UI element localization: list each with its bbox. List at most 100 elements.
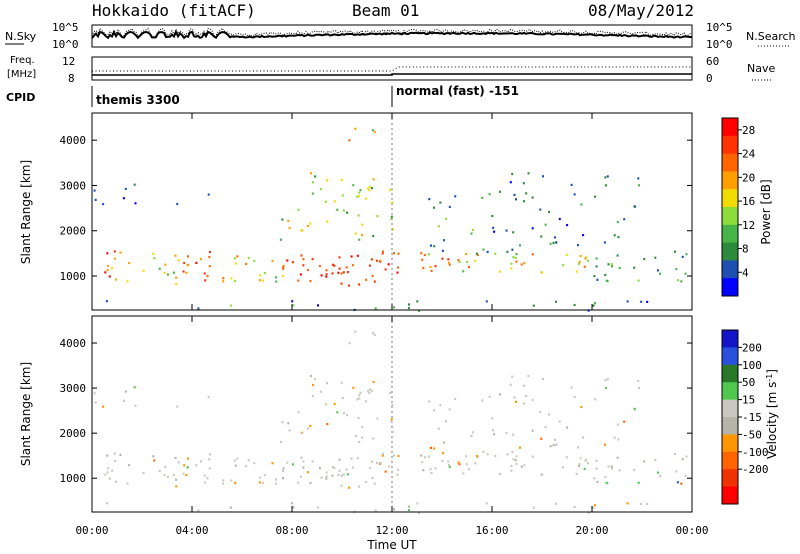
power-pixel (350, 255, 353, 258)
power-pixel (357, 214, 360, 217)
power-pixel (470, 232, 473, 235)
power-pixel (505, 229, 508, 232)
power-pixel (373, 280, 376, 283)
velocity-pixel (340, 484, 343, 487)
power-pixel (481, 196, 484, 199)
velocity-pixel (371, 332, 374, 335)
velocity-pixel (342, 412, 345, 415)
velocity-pixel (448, 465, 451, 468)
power-pixel (430, 269, 433, 272)
velocity-pixel (462, 472, 465, 475)
velocity-pixel (583, 467, 586, 471)
velocity-pixel (618, 469, 621, 472)
power-pixel (654, 256, 657, 259)
power-pixel (381, 252, 384, 255)
power-pixel (544, 223, 547, 226)
power-pixel (604, 176, 607, 179)
power-pixel (368, 189, 371, 192)
power-pixel (236, 255, 239, 258)
velocity-pixel (275, 482, 278, 485)
velocity-pixel (176, 405, 179, 408)
power-pixel (312, 181, 314, 184)
velocity-pixel (488, 395, 491, 398)
velocity-pixel (102, 405, 105, 408)
velocity-pixel (586, 462, 589, 465)
power-pixel (676, 279, 679, 282)
power-pixel (510, 262, 513, 265)
power-pixel (105, 300, 108, 303)
power-pixel (338, 267, 341, 270)
power-pixel (604, 273, 607, 277)
power-pixel (348, 139, 351, 142)
velocity-pixel (309, 424, 312, 427)
velocity-pixel (387, 465, 390, 468)
power-pixel (164, 263, 167, 266)
power-pixel (382, 250, 384, 253)
power-pixel (442, 239, 445, 242)
power-pixel (515, 253, 518, 256)
power-pixel (163, 271, 166, 274)
velocity-pixel (325, 475, 328, 478)
colorbar-segment (722, 347, 738, 366)
power-pixel (152, 252, 155, 256)
velocity-pixel (476, 456, 479, 459)
power-pixel (234, 279, 237, 282)
velocity-pixel (384, 470, 387, 473)
power-pixel (640, 300, 643, 303)
velocity-pixel (182, 472, 185, 475)
power-pixel (494, 252, 497, 255)
velocity-pixel (611, 467, 613, 470)
power-pixel (311, 192, 314, 195)
velocity-pixel (434, 467, 437, 470)
velocity-pixel (286, 461, 289, 464)
power-pixel (314, 175, 317, 178)
colorbar-segment (722, 278, 738, 297)
power-pixel (592, 304, 595, 307)
velocity-pixel (297, 411, 300, 414)
velocity-pixel (358, 485, 361, 488)
velocity-pixel (579, 457, 582, 460)
velocity-pixel (233, 459, 236, 462)
power-pixel (586, 259, 589, 262)
power-pixel (166, 273, 169, 276)
x-tick-label: 04:00 (175, 524, 208, 537)
velocity-pixel (379, 462, 382, 465)
velocity-pixel (552, 444, 555, 447)
x-tick-label: 08:00 (275, 524, 308, 537)
power-pixel (282, 274, 285, 278)
power-pixel (434, 265, 437, 268)
velocity-pixel (319, 390, 322, 393)
velocity-pixel (474, 462, 477, 465)
power-pixel (348, 284, 351, 287)
power-pixel (427, 253, 430, 256)
velocity-pixel (348, 342, 351, 345)
power-pixel (633, 205, 636, 208)
velocity-pixel (356, 457, 359, 460)
power-pixel (444, 217, 447, 220)
noise-panel: N.Sky 10^5 10^0 N.Search 10^5 10^0 (5, 21, 796, 51)
velocity-pixel (119, 453, 122, 456)
y-tick-label: 1000 (60, 270, 87, 283)
velocity-pixel (531, 455, 534, 458)
velocity-pixel (580, 405, 583, 409)
velocity-pixel (578, 463, 581, 466)
velocity-pixel (245, 465, 248, 468)
colorbar-tick-label: -15 (742, 411, 762, 424)
power-pixel (288, 226, 291, 230)
power-pixel (433, 245, 436, 248)
velocity-pixel (318, 467, 321, 470)
power-pixel (638, 184, 640, 187)
power-pixel (541, 271, 544, 274)
freq-panel: Freq. [MHz] 12 8 Nave 60 0 (7, 55, 775, 85)
power-pixel (577, 244, 579, 247)
velocity-pixel (544, 426, 547, 429)
beam-title: Beam 01 (352, 1, 419, 20)
power-pixel (337, 271, 340, 274)
power-pixel (175, 276, 178, 279)
power-pixel (204, 279, 207, 282)
power-pixel (554, 236, 556, 239)
velocity-pixel (430, 446, 432, 449)
velocity-pixel (437, 427, 440, 430)
power-pixel (354, 232, 357, 235)
velocity-pixel (396, 473, 399, 476)
